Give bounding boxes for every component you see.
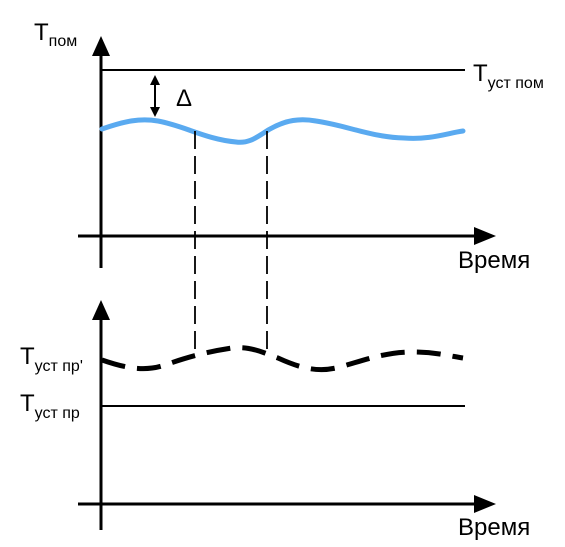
top-y-arrowhead (92, 36, 110, 56)
top-chart: Tпом Tуст пом Δ Время (34, 19, 544, 356)
room-temperature-curve (99, 117, 466, 145)
shifted-supply-setpoint-label: Tуст пр' (20, 343, 83, 375)
top-y-axis-label: Tпом (34, 19, 77, 50)
bottom-x-axis-label: Время (458, 514, 530, 541)
top-x-arrowhead (474, 227, 496, 245)
top-x-axis-label: Время (458, 247, 530, 274)
room-setpoint-label: Tуст пом (473, 60, 544, 92)
delta-label: Δ (176, 85, 192, 112)
bottom-chart: Tуст пр' Tуст пр Время (20, 300, 530, 541)
supply-setpoint-label: Tуст пр (20, 390, 80, 422)
shifted-setpoint-curve (101, 345, 464, 373)
bottom-y-arrowhead (92, 300, 110, 320)
bottom-x-arrowhead (474, 495, 496, 513)
